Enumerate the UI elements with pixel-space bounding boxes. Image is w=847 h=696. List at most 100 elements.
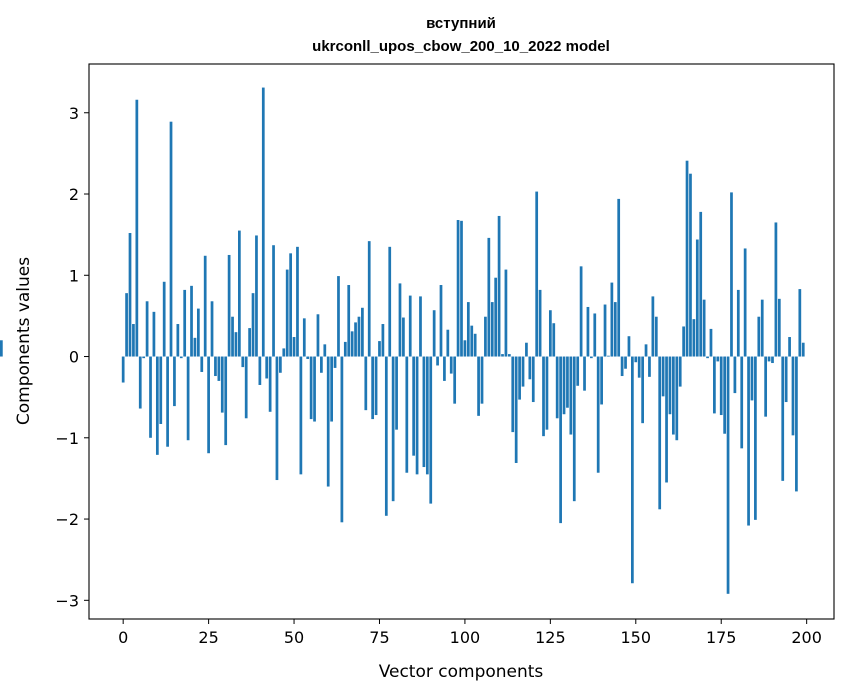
y-tick-label: −1 <box>55 429 79 448</box>
bar <box>607 355 610 357</box>
bar <box>449 356 453 374</box>
y-tick-label: −3 <box>55 591 79 610</box>
bar <box>313 356 316 422</box>
bar <box>456 220 460 357</box>
bar <box>176 324 180 357</box>
bar <box>142 356 146 359</box>
bar <box>128 233 132 357</box>
bar <box>750 356 754 401</box>
bar <box>227 254 231 357</box>
bar <box>299 356 303 475</box>
bar <box>484 316 487 357</box>
bar <box>733 356 737 394</box>
bar <box>487 237 491 357</box>
bar <box>477 356 480 416</box>
bar <box>583 356 586 391</box>
bar <box>617 198 621 357</box>
bars-group <box>0 87 805 594</box>
bar <box>258 356 262 385</box>
bar <box>453 356 457 404</box>
y-tick-label: 1 <box>69 266 79 285</box>
bar <box>781 356 785 481</box>
bar <box>678 356 682 387</box>
bar <box>535 191 539 357</box>
bar <box>801 342 805 357</box>
bar <box>709 328 713 357</box>
bar <box>572 356 576 502</box>
bar <box>685 160 689 357</box>
bar <box>566 356 569 408</box>
y-tick-label: −2 <box>55 510 79 529</box>
bar <box>162 281 166 357</box>
bar <box>627 336 631 357</box>
bar <box>135 99 139 357</box>
bar <box>774 222 778 357</box>
bar <box>186 356 190 441</box>
bar <box>289 253 292 357</box>
bar <box>507 354 511 357</box>
bar <box>723 356 727 434</box>
bar <box>210 301 214 357</box>
bar <box>367 241 371 357</box>
x-tick-label: 175 <box>706 628 737 647</box>
bar <box>378 341 381 357</box>
bar <box>542 356 545 437</box>
bar <box>320 356 323 373</box>
bar <box>651 296 655 357</box>
bar <box>384 356 388 516</box>
bar <box>743 248 747 357</box>
bar <box>562 356 566 415</box>
bar <box>405 356 409 473</box>
bar <box>706 356 709 359</box>
bar <box>357 316 361 357</box>
bar <box>548 310 552 357</box>
bar <box>620 356 624 377</box>
y-tick-label: 3 <box>69 104 79 123</box>
bar <box>514 356 518 463</box>
bar <box>795 356 798 492</box>
bar <box>586 306 590 357</box>
bar <box>494 277 498 357</box>
bar <box>412 356 416 456</box>
bar <box>767 356 771 362</box>
bar <box>559 356 562 524</box>
bar <box>641 356 644 424</box>
chart-title: вступний <box>426 15 496 32</box>
bar <box>658 356 662 510</box>
x-tick-label: 100 <box>450 628 481 647</box>
bar <box>579 266 583 357</box>
bar <box>275 356 279 481</box>
bar <box>251 293 255 357</box>
bar <box>371 356 375 420</box>
bar <box>282 348 286 357</box>
bar <box>692 319 696 357</box>
bar <box>347 285 351 357</box>
bar <box>0 340 3 357</box>
bar <box>695 239 699 357</box>
bar <box>408 295 412 357</box>
bar <box>784 356 788 403</box>
bar <box>149 356 152 438</box>
bar <box>155 356 159 455</box>
bar <box>285 269 289 357</box>
bar <box>528 356 532 380</box>
bar <box>398 283 402 357</box>
bar <box>302 318 306 357</box>
bar <box>214 356 217 377</box>
bar <box>248 328 251 357</box>
bar <box>518 356 521 400</box>
bar <box>337 276 340 357</box>
bar <box>443 356 446 381</box>
bar <box>473 333 477 357</box>
bar <box>159 356 163 424</box>
x-tick-label: 75 <box>369 628 389 647</box>
bar <box>613 302 617 357</box>
bar <box>740 356 744 449</box>
bar <box>152 311 156 357</box>
bar <box>190 285 193 357</box>
bar <box>279 356 282 373</box>
bar <box>432 310 436 357</box>
bar <box>217 356 221 381</box>
x-tick-label: 25 <box>198 628 218 647</box>
bar <box>672 356 675 435</box>
